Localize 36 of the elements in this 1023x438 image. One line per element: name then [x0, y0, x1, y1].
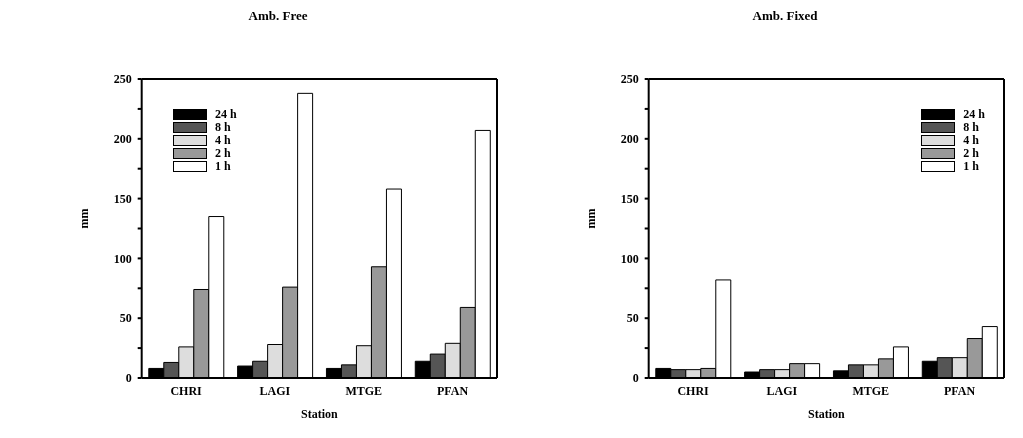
legend-label: 1 h — [215, 159, 231, 174]
y-tick-label: 250 — [620, 72, 639, 87]
chart-title: Amb. Free — [247, 8, 309, 25]
legend-label: 1 h — [963, 159, 979, 174]
legend-label: 2 h — [963, 146, 979, 161]
y-tick-label: 200 — [113, 132, 132, 147]
y-axis-title: mm — [76, 208, 91, 229]
y-tick-label: 0 — [632, 371, 639, 386]
legend-label: 24 h — [963, 107, 985, 122]
y-tick-label: 50 — [119, 311, 132, 326]
legend-label: 8 h — [215, 120, 231, 135]
x-tick-label: LAGI — [766, 383, 798, 398]
legend-label: 8 h — [963, 120, 979, 135]
x-axis-title: Station — [301, 407, 338, 421]
y-tick-label: 100 — [620, 251, 639, 266]
x-tick-label: MTGE — [345, 383, 383, 398]
x-tick-label: MTGE — [852, 383, 890, 398]
y-tick-label: 200 — [620, 132, 639, 147]
y-tick-label: 150 — [620, 191, 639, 206]
y-tick-label: 0 — [125, 371, 132, 386]
y-tick-label: 150 — [113, 191, 132, 206]
x-tick-label: PFAN — [437, 383, 469, 398]
y-tick-label: 50 — [626, 311, 639, 326]
legend-label: 4 h — [215, 133, 231, 148]
x-tick-label: PFAN — [944, 383, 976, 398]
x-tick-label: LAGI — [259, 383, 291, 398]
x-axis-title: Station — [808, 407, 845, 421]
legend-label: 24 h — [215, 107, 237, 122]
y-axis-title: mm — [583, 208, 598, 229]
x-tick-label: CHRI — [170, 383, 203, 398]
y-tick-label: 250 — [113, 72, 132, 87]
chart-title: Amb. Fixed — [751, 8, 819, 25]
x-tick-label: CHRI — [677, 383, 710, 398]
y-tick-label: 100 — [113, 251, 132, 266]
legend-label: 4 h — [963, 133, 979, 148]
legend-label: 2 h — [215, 146, 231, 161]
